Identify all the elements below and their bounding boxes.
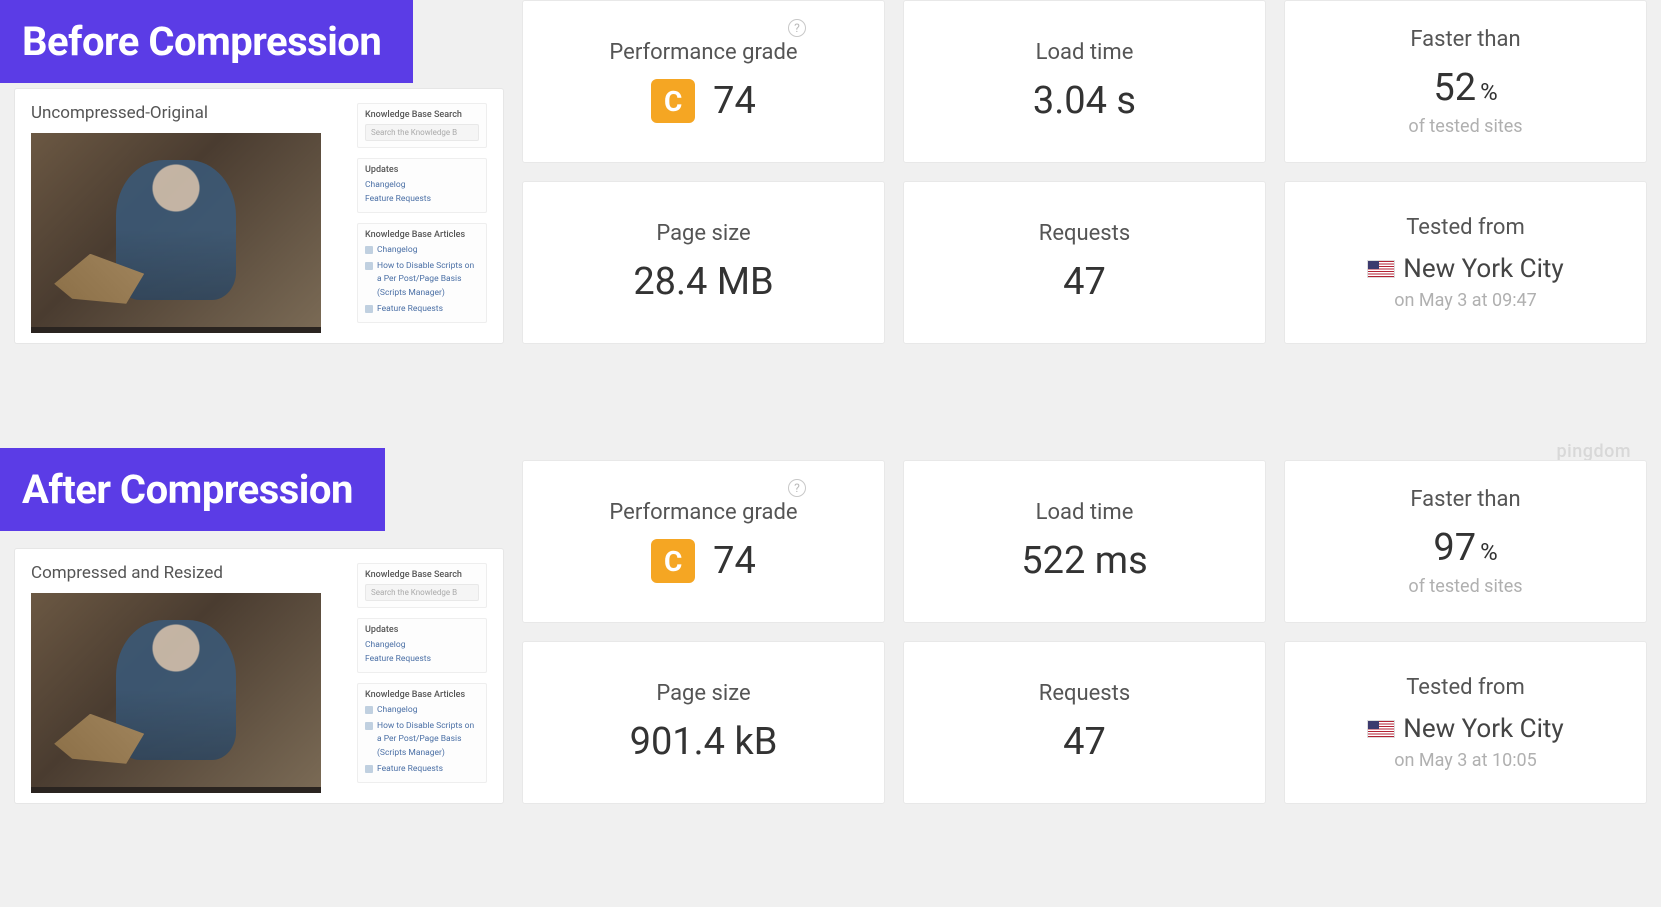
- percent-unit: %: [1480, 538, 1498, 566]
- sidebar-articles-heading: Knowledge Base Articles: [365, 230, 479, 240]
- doc-icon: [365, 722, 373, 730]
- load-time-card: Load time 3.04 s: [903, 0, 1266, 163]
- metric-label: Tested from: [1406, 215, 1525, 240]
- metric-label: Page size: [656, 681, 750, 706]
- sidebar-search-input[interactable]: Search the Knowledge B: [365, 124, 479, 141]
- doc-icon: [365, 246, 373, 254]
- after-banner: After Compression: [0, 448, 385, 531]
- preview-sidebar: Knowledge Base Search Search the Knowled…: [357, 103, 487, 333]
- before-metrics-grid: ? Performance grade C 74 Load time 3.04 …: [522, 0, 1647, 344]
- doc-icon: [365, 305, 373, 313]
- metric-label: Load time: [1036, 40, 1134, 65]
- page-size-card: Page size 28.4 MB: [522, 181, 885, 344]
- after-metrics-grid: ? Performance grade C 74 Load time 522 m…: [522, 460, 1647, 804]
- sidebar-link[interactable]: Changelog: [365, 639, 479, 653]
- doc-icon: [365, 765, 373, 773]
- metric-label: Load time: [1036, 500, 1134, 525]
- before-section: Before Compression Uncompressed-Original…: [0, 0, 1661, 430]
- tested-from-card: Tested from New York City on May 3 at 10…: [1284, 641, 1647, 804]
- sidebar-search-input[interactable]: Search the Knowledge B: [365, 584, 479, 601]
- percent-unit: %: [1480, 78, 1498, 106]
- sidebar-updates-heading: Updates: [365, 165, 479, 175]
- before-banner: Before Compression: [0, 0, 413, 83]
- perf-grade-card: ? Performance grade C 74: [522, 460, 885, 623]
- help-icon[interactable]: ?: [788, 479, 806, 497]
- preview-title: Uncompressed-Original: [31, 103, 343, 123]
- sidebar-link[interactable]: Feature Requests: [377, 763, 443, 777]
- after-section: After Compression Compressed and Resized…: [0, 448, 1661, 878]
- perf-grade-card: ? Performance grade C 74: [522, 0, 885, 163]
- metric-label: Performance grade: [609, 500, 797, 525]
- tested-location: New York City: [1403, 714, 1563, 744]
- before-preview-card: Uncompressed-Original Knowledge Base Sea…: [14, 88, 504, 344]
- metric-value: 28.4 MB: [633, 260, 773, 304]
- tested-time: on May 3 at 10:05: [1394, 750, 1537, 771]
- grade-score: 74: [713, 539, 756, 583]
- metric-sub: of tested sites: [1408, 116, 1522, 137]
- page-size-card: Page size 901.4 kB: [522, 641, 885, 804]
- preview-title: Compressed and Resized: [31, 563, 343, 583]
- after-preview-card: Compressed and Resized Knowledge Base Se…: [14, 548, 504, 804]
- doc-icon: [365, 262, 373, 270]
- tested-time: on May 3 at 09:47: [1394, 290, 1537, 311]
- grade-badge: C: [651, 539, 695, 583]
- faster-value: 52: [1433, 66, 1476, 110]
- sidebar-link[interactable]: Feature Requests: [377, 303, 443, 317]
- sidebar-link[interactable]: How to Disable Scripts on a Per Post/Pag…: [377, 720, 479, 761]
- tested-location: New York City: [1403, 254, 1563, 284]
- metric-label: Requests: [1039, 221, 1130, 246]
- preview-sidebar: Knowledge Base Search Search the Knowled…: [357, 563, 487, 793]
- sidebar-link[interactable]: Feature Requests: [365, 193, 479, 207]
- requests-card: Requests 47: [903, 181, 1266, 344]
- metric-value: 47: [1063, 720, 1106, 764]
- metric-label: Page size: [656, 221, 750, 246]
- sidebar-link[interactable]: Changelog: [377, 704, 418, 718]
- metric-sub: of tested sites: [1408, 576, 1522, 597]
- sidebar-link[interactable]: Changelog: [377, 244, 418, 258]
- faster-value: 97: [1433, 526, 1476, 570]
- metric-value: 3.04 s: [1033, 79, 1136, 123]
- metric-value: 522 ms: [1021, 539, 1147, 583]
- sidebar-search-heading: Knowledge Base Search: [365, 570, 479, 580]
- metric-label: Tested from: [1406, 675, 1525, 700]
- requests-card: Requests 47: [903, 641, 1266, 804]
- metric-label: Faster than: [1410, 487, 1520, 512]
- sidebar-link[interactable]: Changelog: [365, 179, 479, 193]
- grade-score: 74: [713, 79, 756, 123]
- faster-than-card: Faster than 52% of tested sites: [1284, 0, 1647, 163]
- metric-value: 47: [1063, 260, 1106, 304]
- sidebar-search-heading: Knowledge Base Search: [365, 110, 479, 120]
- faster-than-card: Faster than 97% of tested sites: [1284, 460, 1647, 623]
- help-icon[interactable]: ?: [788, 19, 806, 37]
- metric-label: Faster than: [1410, 27, 1520, 52]
- sidebar-articles-heading: Knowledge Base Articles: [365, 690, 479, 700]
- metric-label: Requests: [1039, 681, 1130, 706]
- sidebar-link[interactable]: How to Disable Scripts on a Per Post/Pag…: [377, 260, 479, 301]
- metric-value: 97%: [1433, 526, 1497, 570]
- metric-value: 901.4 kB: [630, 720, 778, 764]
- preview-thumbnail: [31, 133, 321, 333]
- us-flag-icon: [1367, 720, 1395, 738]
- doc-icon: [365, 706, 373, 714]
- sidebar-updates-heading: Updates: [365, 625, 479, 635]
- metric-label: Performance grade: [609, 40, 797, 65]
- tested-from-card: Tested from New York City on May 3 at 09…: [1284, 181, 1647, 344]
- grade-badge: C: [651, 79, 695, 123]
- load-time-card: Load time 522 ms: [903, 460, 1266, 623]
- sidebar-link[interactable]: Feature Requests: [365, 653, 479, 667]
- preview-thumbnail: [31, 593, 321, 793]
- metric-value: 52%: [1433, 66, 1497, 110]
- us-flag-icon: [1367, 260, 1395, 278]
